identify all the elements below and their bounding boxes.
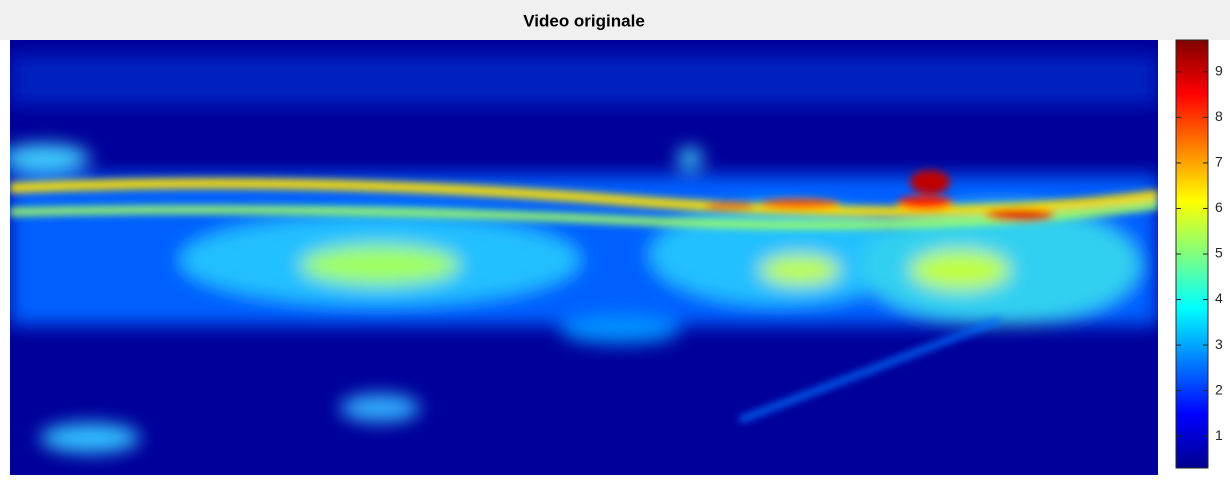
image <box>0 40 1158 475</box>
colorbar-tick-label: 6 <box>1215 199 1223 215</box>
colorbar-tick-label: 9 <box>1215 63 1223 79</box>
colorbar-tick-label: 1 <box>1215 427 1223 443</box>
colorbar-tick-label: 4 <box>1215 290 1223 306</box>
colorbar-tick-label: 8 <box>1215 108 1223 124</box>
chart-title: Video originale <box>523 11 645 30</box>
colorbar-tick-label: 5 <box>1215 245 1223 261</box>
figure: Video originale 1 2 3 <box>0 0 1230 477</box>
colorbar-tick-label: 3 <box>1215 336 1223 352</box>
colorbar-tick-label: 7 <box>1215 154 1223 170</box>
colorbar-tick-label: 2 <box>1215 381 1223 397</box>
